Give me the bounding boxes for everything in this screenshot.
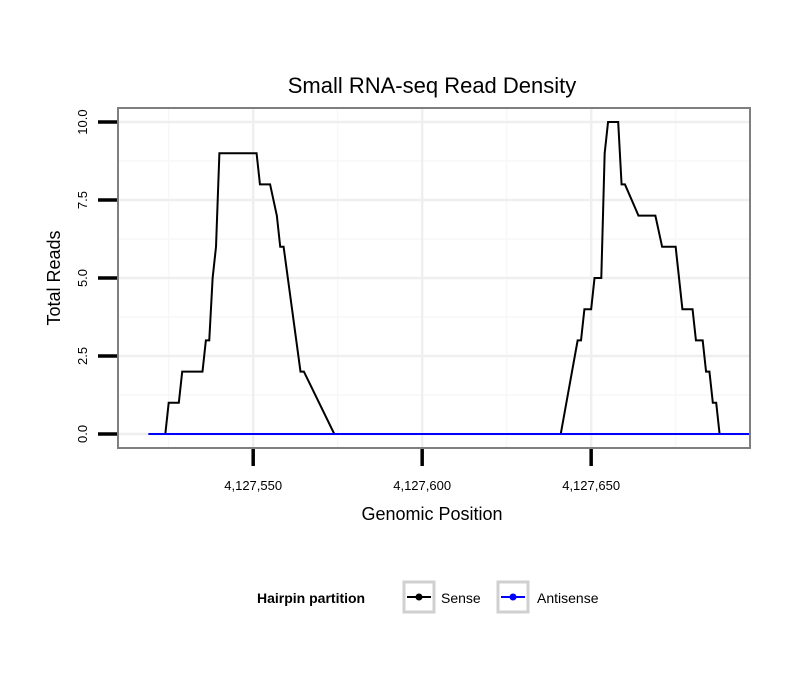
x-axis: 4,127,550 4,127,600 4,127,650 bbox=[224, 449, 620, 493]
legend-label-sense: Sense bbox=[441, 590, 481, 606]
series-lines bbox=[148, 121, 750, 435]
grid bbox=[118, 108, 750, 448]
legend-swatch-sense-point bbox=[415, 593, 423, 601]
y-tick-label-3: 7.5 bbox=[75, 191, 90, 209]
legend-label-antisense: Antisense bbox=[537, 590, 599, 606]
y-axis-title: Total Reads bbox=[44, 230, 64, 325]
legend-item-sense: Sense bbox=[402, 580, 481, 614]
chart-title: Small RNA-seq Read Density bbox=[288, 73, 577, 98]
y-tick-label-1: 2.5 bbox=[75, 347, 90, 365]
x-tick-label-2: 4,127,650 bbox=[562, 478, 620, 493]
y-tick-label-0: 0.0 bbox=[75, 425, 90, 443]
x-tick-label-0: 4,127,550 bbox=[224, 478, 282, 493]
y-axis: 0.0 2.5 5.0 7.5 10.0 bbox=[75, 109, 117, 443]
legend: Hairpin partition Sense Antisense bbox=[257, 580, 599, 614]
legend-item-antisense: Antisense bbox=[496, 580, 599, 614]
plot-border bbox=[117, 107, 751, 449]
plot-panel bbox=[117, 107, 751, 449]
x-axis-title: Genomic Position bbox=[361, 504, 502, 524]
y-tick-label-2: 5.0 bbox=[75, 269, 90, 287]
legend-swatch-antisense-point bbox=[509, 593, 517, 601]
legend-title: Hairpin partition bbox=[257, 590, 365, 606]
x-tick-label-1: 4,127,600 bbox=[393, 478, 451, 493]
y-tick-label-4: 10.0 bbox=[75, 109, 90, 134]
